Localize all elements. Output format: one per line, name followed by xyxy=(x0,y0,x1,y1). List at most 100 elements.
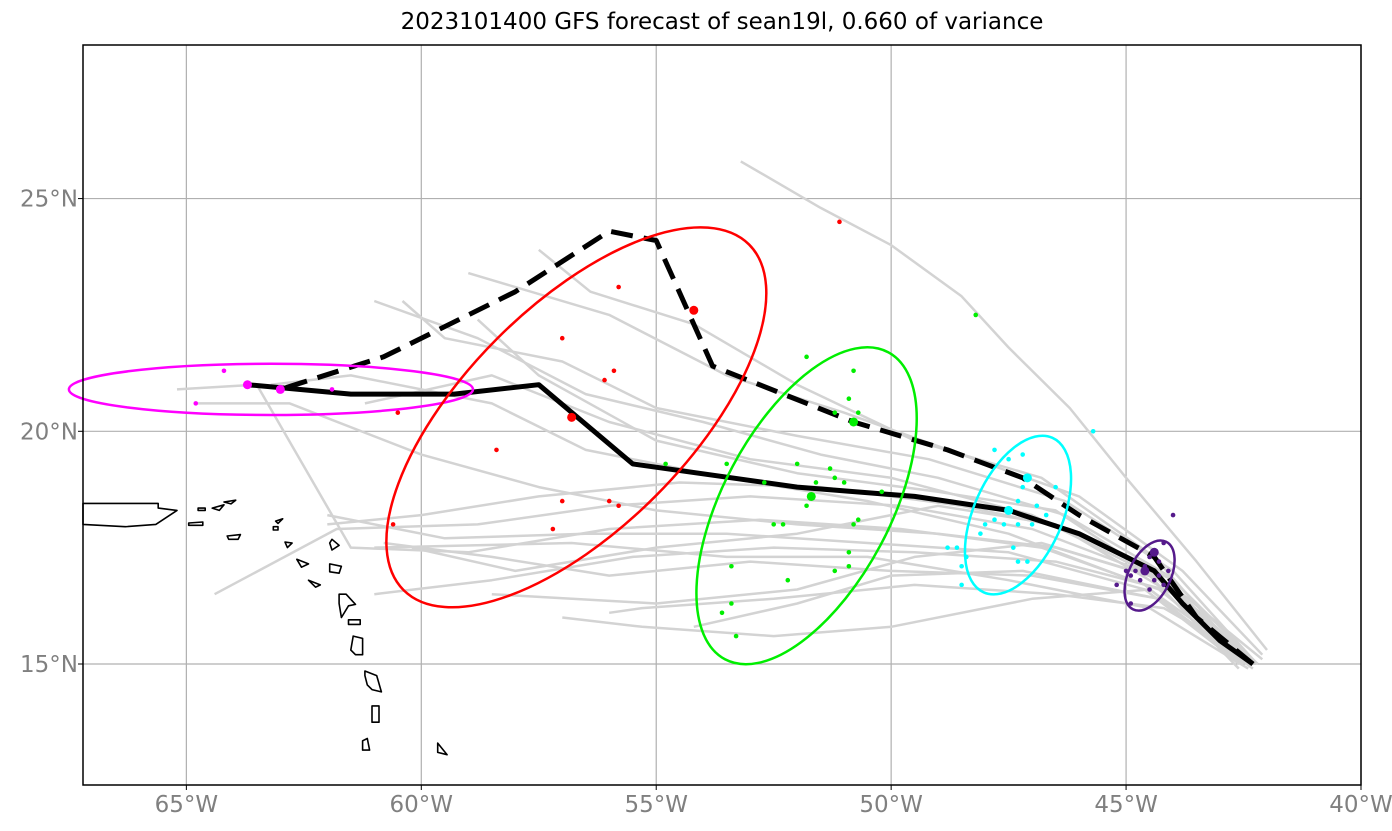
member-position-t3 xyxy=(761,480,767,485)
member-track xyxy=(176,383,1254,665)
uncertainty-ellipse-t1 xyxy=(67,362,475,417)
lat-tick-label: 15°N xyxy=(20,652,78,678)
member-position-t3 xyxy=(729,601,734,606)
member-position-t5 xyxy=(1151,577,1157,583)
chart-title: 2023101400 GFS forecast of sean19l, 0.66… xyxy=(400,9,1044,35)
member-position-t4 xyxy=(1015,498,1021,504)
member-position-t2 xyxy=(602,377,607,383)
mean-position-t2 xyxy=(689,305,699,315)
member-position-t3 xyxy=(832,410,838,415)
member-position-t5 xyxy=(1156,559,1162,564)
member-position-t4 xyxy=(992,447,997,453)
island-outline xyxy=(284,541,293,549)
mean-position-t3 xyxy=(849,417,859,427)
member-track xyxy=(401,300,1254,661)
member-position-t3 xyxy=(804,354,809,360)
member-position-t4 xyxy=(945,545,950,550)
member-position-t5 xyxy=(1147,587,1152,592)
lat-tick-label: 20°N xyxy=(20,419,78,445)
member-position-t4 xyxy=(1034,503,1040,509)
member-track xyxy=(195,402,1259,665)
member-track xyxy=(364,374,1250,661)
lon-tick-label: 40°W xyxy=(1329,792,1392,818)
lat-tick-label: 25°N xyxy=(20,187,78,213)
member-position-t4 xyxy=(1011,545,1016,550)
lon-tick-label: 55°W xyxy=(624,792,688,818)
member-position-t5 xyxy=(1161,540,1166,546)
member-position-t2 xyxy=(837,219,842,225)
island-outline xyxy=(349,635,364,656)
member-position-t3 xyxy=(879,489,885,495)
member-track xyxy=(327,481,1259,665)
member-position-t4 xyxy=(1090,428,1096,434)
member-position-t3 xyxy=(813,480,819,485)
member-position-t2 xyxy=(390,522,396,527)
lon-tick-label: 65°W xyxy=(155,792,219,818)
map-frame xyxy=(82,44,1362,786)
member-position-t3 xyxy=(841,480,847,485)
member-position-t2 xyxy=(606,498,612,504)
mean-position-t2 xyxy=(567,412,577,422)
member-position-t4 xyxy=(1025,559,1030,564)
member-position-t2 xyxy=(395,410,401,415)
member-position-t5 xyxy=(1166,568,1171,574)
island-outline xyxy=(226,533,242,541)
member-position-t4 xyxy=(1053,484,1058,490)
mean-position-t5 xyxy=(1149,547,1159,557)
member-position-t5 xyxy=(1170,512,1176,518)
member-position-t2 xyxy=(550,526,556,532)
member-position-t5 xyxy=(1156,573,1162,578)
member-position-t3 xyxy=(771,522,776,527)
island-outline xyxy=(361,737,371,751)
member-position-t3 xyxy=(804,503,809,509)
member-track xyxy=(411,504,1259,665)
mean-position-t5 xyxy=(1140,566,1150,576)
member-position-t3 xyxy=(855,517,861,523)
member-position-t3 xyxy=(846,396,852,402)
member-position-t4 xyxy=(1043,512,1049,518)
member-position-t3 xyxy=(973,312,979,318)
member-position-t2 xyxy=(611,368,617,374)
member-position-t4 xyxy=(978,531,983,536)
member-position-t2 xyxy=(616,284,621,290)
island-outline xyxy=(364,670,383,693)
island-outline xyxy=(371,705,380,724)
member-position-t1 xyxy=(221,368,227,374)
member-position-t1 xyxy=(329,387,335,392)
member-track xyxy=(693,569,1245,665)
mean-track-solid xyxy=(247,382,1255,667)
member-position-t4 xyxy=(954,545,960,550)
mean-position-t1 xyxy=(242,380,252,390)
lon-tick-label: 45°W xyxy=(1094,792,1158,818)
member-track xyxy=(383,541,1254,670)
member-position-t5 xyxy=(1147,554,1152,560)
mean-position-t3 xyxy=(806,491,816,501)
member-position-t3 xyxy=(733,633,739,639)
member-position-t3 xyxy=(729,563,734,569)
member-position-t2 xyxy=(559,335,565,341)
member-position-t3 xyxy=(846,563,852,569)
member-position-t4 xyxy=(1001,522,1007,527)
mean-position-t4 xyxy=(1022,473,1032,483)
member-position-t5 xyxy=(1128,601,1134,606)
uncertainty-ellipse-t2 xyxy=(385,226,768,609)
island-outline xyxy=(197,507,206,512)
coastlines xyxy=(82,499,448,756)
member-track xyxy=(562,588,1249,661)
member-position-t3 xyxy=(794,461,800,467)
member-track xyxy=(373,299,1259,665)
island-outline xyxy=(338,593,357,619)
member-position-t5 xyxy=(1137,577,1143,583)
member-track xyxy=(740,160,1268,651)
member-position-t5 xyxy=(1114,582,1119,588)
member-position-t2 xyxy=(616,503,621,509)
member-position-t3 xyxy=(851,368,856,374)
island-outline xyxy=(436,742,448,756)
uncertainty-ellipse-t5 xyxy=(1123,539,1176,612)
lon-tick-label: 60°W xyxy=(390,792,454,818)
member-position-t5 xyxy=(1161,582,1166,588)
member-position-t3 xyxy=(832,475,838,481)
member-position-t3 xyxy=(851,522,856,527)
island-outline xyxy=(347,618,362,626)
